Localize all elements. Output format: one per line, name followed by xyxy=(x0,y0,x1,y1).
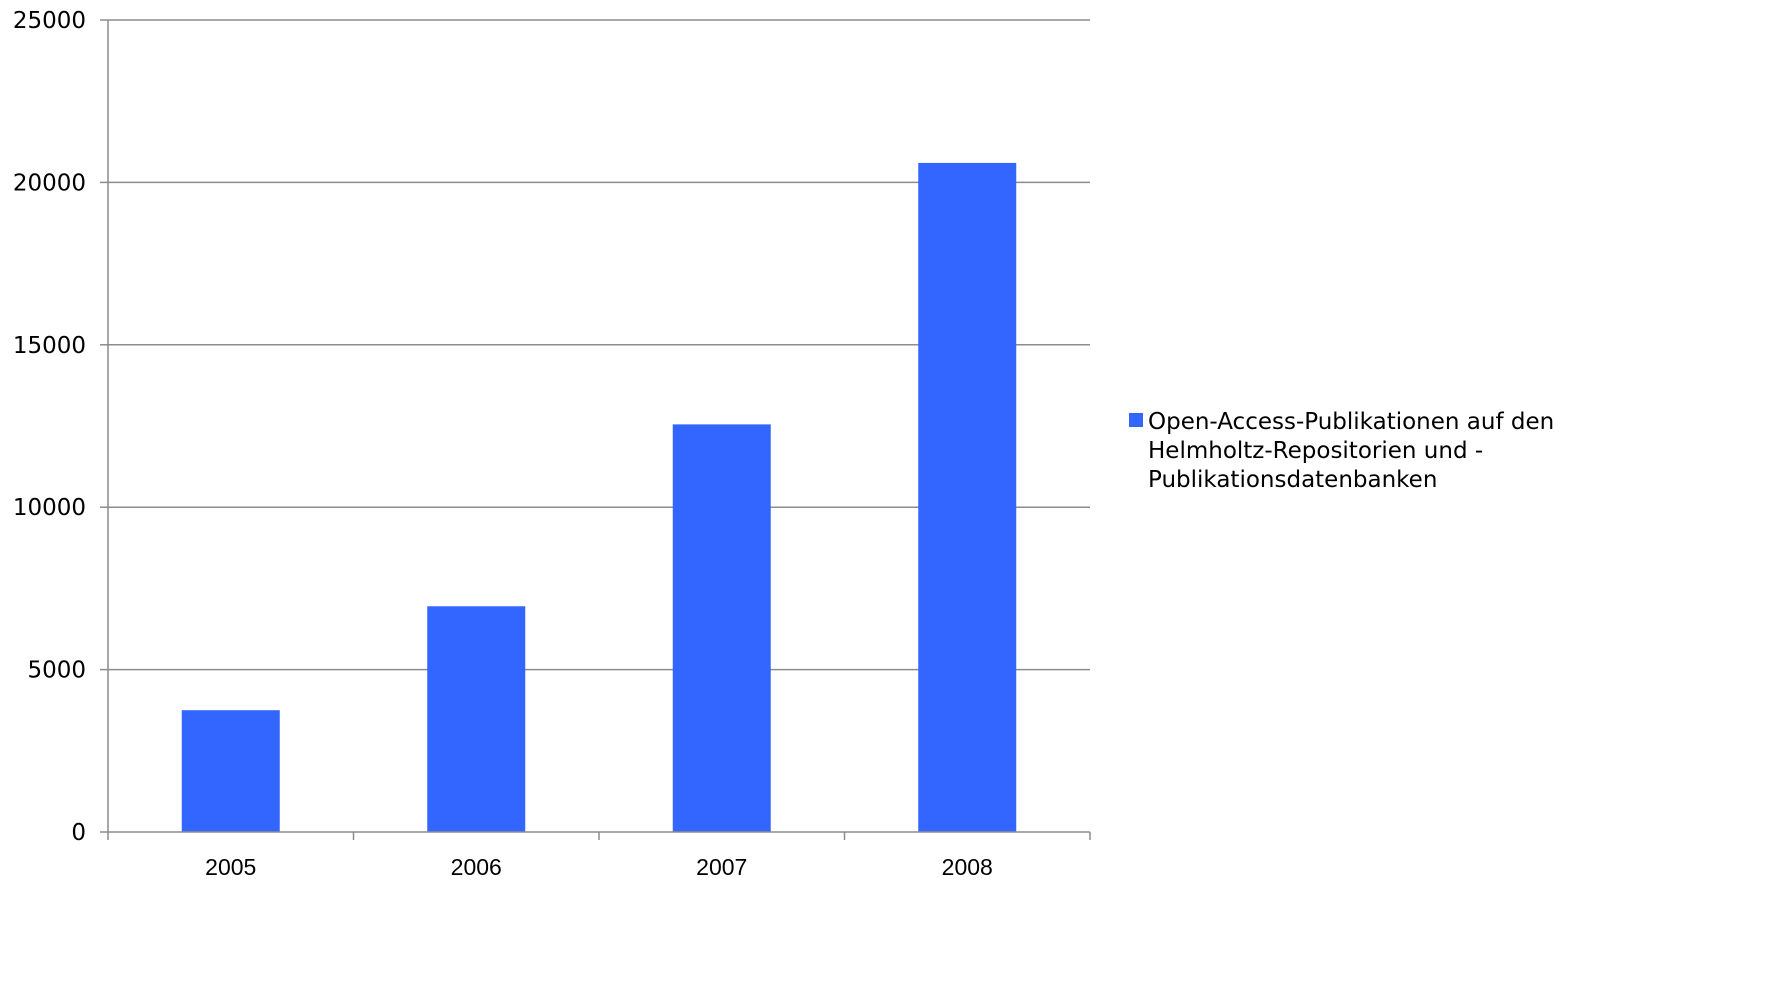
bar-2006 xyxy=(427,606,526,832)
x-tick-label: 2008 xyxy=(942,854,993,880)
x-tick-label: 2006 xyxy=(451,854,502,880)
y-tick-label: 0 xyxy=(71,820,86,846)
y-tick-label: 25000 xyxy=(13,8,86,34)
legend-label: Open-Access-Publikationen auf den xyxy=(1148,409,1554,435)
legend: Open-Access-Publikationen auf den Helmhol… xyxy=(1129,409,1554,493)
y-axis-tick-labels: 0 5000 10000 15000 20000 25000 xyxy=(13,8,86,846)
x-axis-tick-labels: 2005 2006 2007 2008 xyxy=(205,854,993,880)
y-tick-label: 20000 xyxy=(13,170,86,196)
bar-2005 xyxy=(181,710,280,832)
y-tick-label: 15000 xyxy=(13,333,86,359)
bar-2008 xyxy=(918,162,1017,833)
y-tick-label: 5000 xyxy=(27,658,86,684)
axes xyxy=(100,19,1091,840)
x-tick-label: 2007 xyxy=(696,854,747,880)
legend-swatch xyxy=(1129,413,1143,427)
x-tick-label: 2005 xyxy=(205,854,256,880)
bar-2007 xyxy=(672,424,771,832)
legend-label: Publikationsdatenbanken xyxy=(1148,467,1437,493)
bars xyxy=(181,162,1017,833)
y-tick-label: 10000 xyxy=(13,495,86,521)
legend-label: Helmholtz-Repositorien und - xyxy=(1148,438,1483,464)
